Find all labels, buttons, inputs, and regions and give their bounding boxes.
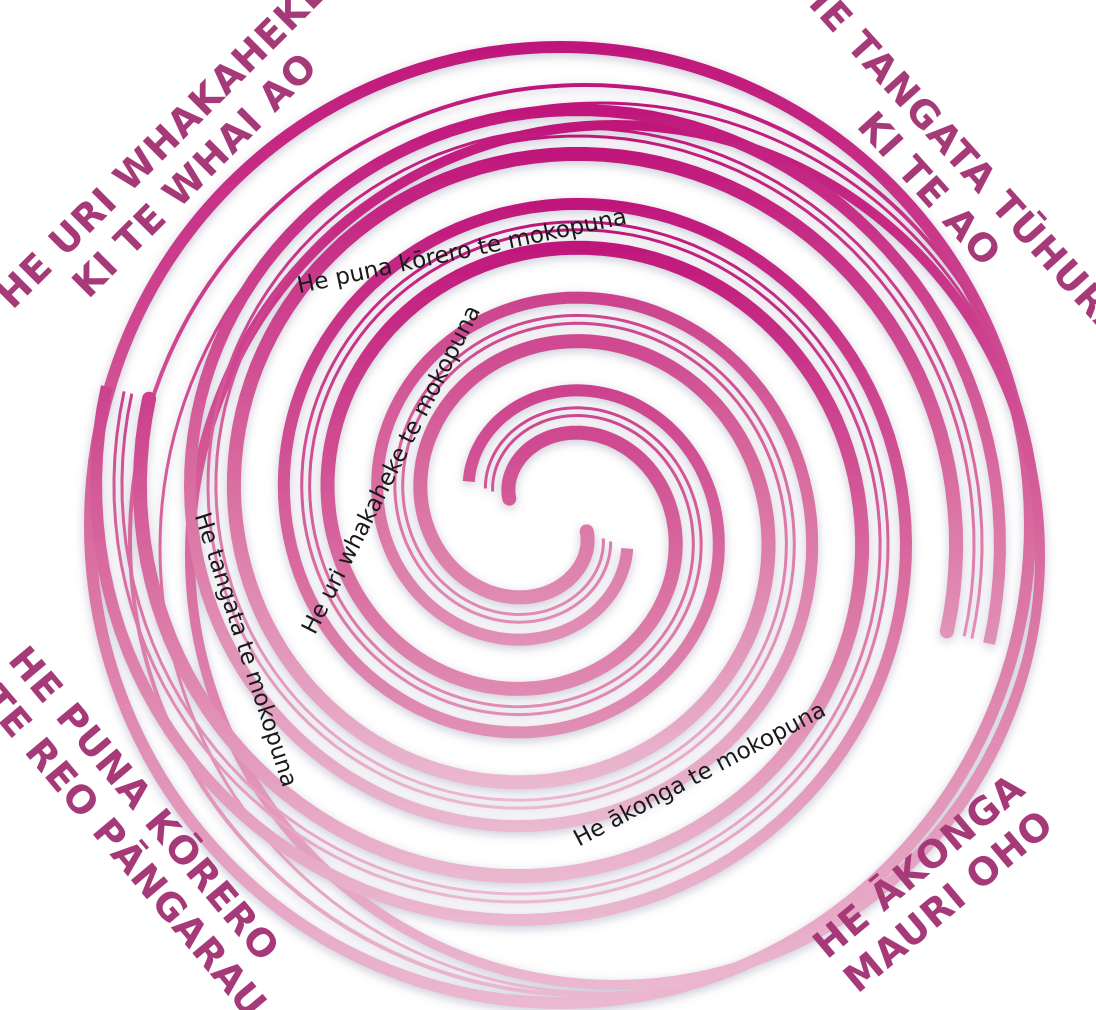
- corner-label: HE TANGATA TŪHURA KI TE AO: [789, 0, 1096, 349]
- spiral-band: [90, 197, 913, 926]
- corner-label: HE ĀKONGA MAURI OHO: [804, 765, 1061, 1001]
- outer-ring: [185, 120, 1045, 990]
- spiral-band: [214, 134, 976, 802]
- spiral-band: [120, 228, 882, 896]
- spiral-band: [206, 126, 984, 810]
- spiral-band: [183, 104, 1006, 833]
- spiral-band: [226, 147, 964, 790]
- spiral-band: [112, 220, 890, 904]
- outer-ring: [84, 41, 1036, 1009]
- spiral-band: [132, 240, 870, 883]
- spiral-artwork: [84, 41, 1045, 1009]
